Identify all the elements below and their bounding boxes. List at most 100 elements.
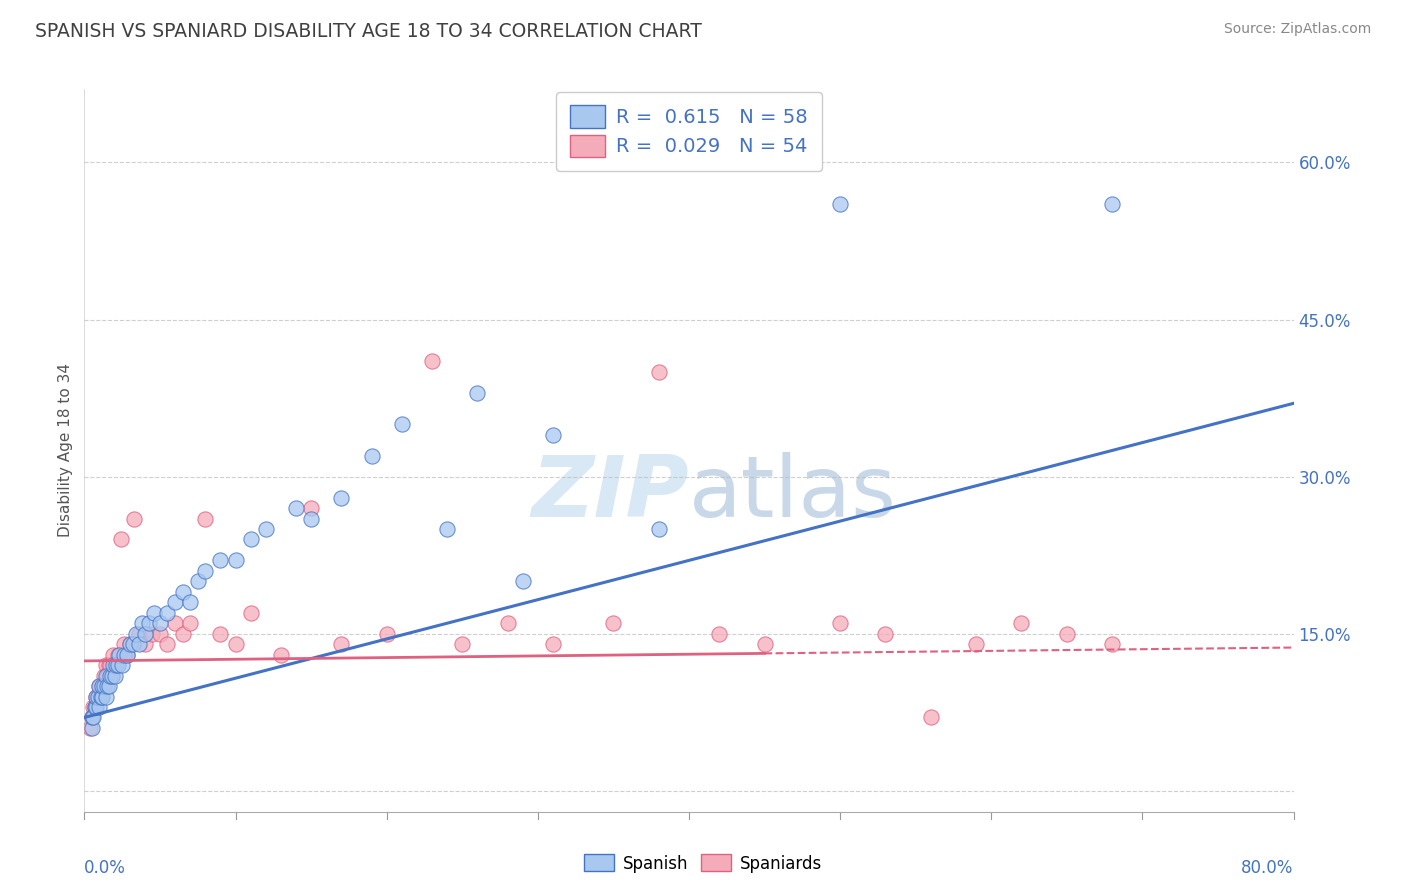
Point (138, 616, 160, 631)
Point (375, 626, 398, 640)
Point (94, 690, 117, 704)
Point (648, 365, 671, 379)
Point (830, 197, 852, 211)
Point (360, 449, 382, 463)
Point (89, 679, 111, 693)
Point (110, 533, 132, 547)
Point (709, 626, 731, 640)
Point (94, 668, 117, 682)
Point (115, 648, 138, 662)
Point (104, 658, 127, 673)
Point (149, 626, 172, 640)
Point (209, 626, 232, 640)
Point (91, 690, 114, 704)
Point (420, 354, 443, 368)
Point (112, 648, 135, 662)
Point (101, 648, 124, 662)
Point (82, 710, 104, 724)
Point (965, 637, 987, 651)
Point (1101, 637, 1123, 651)
Point (754, 637, 776, 651)
Point (254, 522, 277, 536)
Y-axis label: Disability Age 18 to 34: Disability Age 18 to 34 (58, 363, 73, 538)
Point (875, 626, 897, 640)
Text: ZIP: ZIP (531, 452, 689, 535)
Point (100, 668, 122, 682)
Point (111, 658, 134, 673)
Point (239, 606, 262, 620)
Point (299, 501, 322, 516)
Point (239, 533, 262, 547)
Point (97, 679, 120, 693)
Point (96, 668, 118, 682)
Point (128, 626, 150, 640)
Point (648, 522, 671, 536)
Point (141, 626, 163, 640)
Point (90, 690, 112, 704)
Point (86, 690, 108, 704)
Point (156, 637, 179, 651)
Point (330, 491, 353, 505)
Point (87, 690, 110, 704)
Point (496, 616, 519, 631)
Point (436, 522, 458, 536)
Point (512, 574, 534, 589)
Point (118, 637, 141, 651)
Point (94, 658, 117, 673)
Point (91, 679, 114, 693)
Point (131, 616, 153, 631)
Point (90, 690, 112, 704)
Point (98, 668, 121, 682)
Point (225, 637, 247, 651)
Text: atlas: atlas (689, 452, 897, 535)
Point (84, 700, 107, 714)
Point (125, 626, 148, 640)
Point (93, 668, 115, 682)
Point (149, 616, 172, 631)
Point (86, 700, 108, 714)
Point (128, 637, 150, 651)
Point (80, 710, 103, 724)
Point (107, 648, 129, 662)
Legend: Spanish, Spaniards: Spanish, Spaniards (578, 847, 828, 880)
Point (391, 417, 413, 432)
Point (105, 658, 128, 673)
Point (93, 679, 115, 693)
Point (98, 658, 121, 673)
Point (165, 616, 187, 631)
Text: Source: ZipAtlas.com: Source: ZipAtlas.com (1223, 22, 1371, 37)
Point (91, 679, 114, 693)
Point (104, 668, 127, 682)
Point (115, 648, 138, 662)
Point (1101, 197, 1123, 211)
Point (225, 553, 247, 567)
Point (285, 501, 308, 516)
Point (920, 710, 942, 724)
Point (100, 668, 122, 682)
Point (1011, 616, 1033, 631)
Point (108, 648, 131, 662)
Point (179, 616, 201, 631)
Point (112, 637, 135, 651)
Point (541, 427, 564, 442)
Point (172, 626, 194, 640)
Point (270, 648, 292, 662)
Point (89, 700, 111, 714)
Point (96, 679, 118, 693)
Point (134, 626, 156, 640)
Point (84, 700, 107, 714)
Legend: R =  0.615   N = 58, R =  0.029   N = 54: R = 0.615 N = 58, R = 0.029 N = 54 (557, 92, 821, 170)
Point (82, 700, 104, 714)
Text: 0.0%: 0.0% (84, 859, 127, 877)
Point (187, 574, 209, 589)
Point (209, 553, 232, 567)
Point (830, 616, 852, 631)
Point (80, 710, 103, 724)
Point (121, 637, 143, 651)
Point (97, 658, 120, 673)
Point (172, 584, 194, 599)
Point (134, 637, 156, 651)
Point (179, 595, 201, 609)
Point (122, 511, 145, 525)
Point (451, 637, 474, 651)
